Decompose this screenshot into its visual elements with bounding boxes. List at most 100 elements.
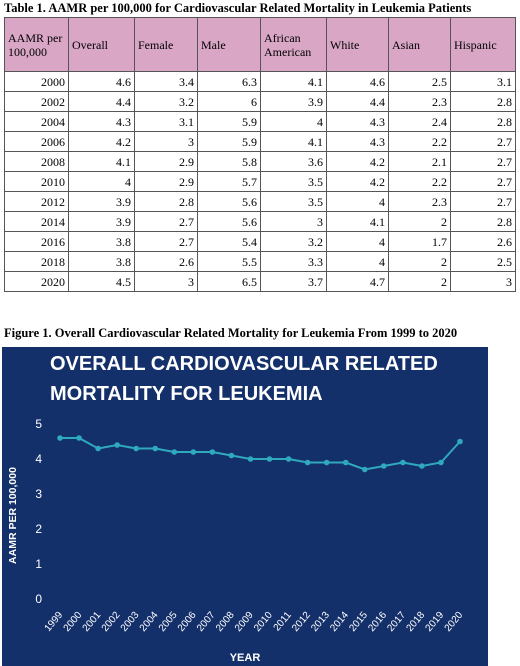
value-cell: 3.6 [260, 151, 327, 172]
data-point-2005 [171, 449, 178, 455]
value-cell: 5.4 [197, 231, 261, 252]
data-point-2000 [76, 435, 82, 441]
value-cell: 4.2 [326, 171, 389, 192]
y-tick-label: 2 [35, 522, 42, 536]
data-point-2004 [152, 445, 159, 452]
table-row: 2002 4.4 3.2 6 3.9 4.4 2.3 2.8 [4, 91, 516, 112]
data-point-2012 [304, 459, 311, 466]
value-cell: 2.7 [134, 231, 198, 252]
table-row: 2020 4.5 3 6.5 3.7 4.7 2 3 [4, 271, 516, 292]
table-row: 2016 3.8 2.7 5.4 3.2 4 1.7 2.6 [4, 231, 516, 252]
column-header: Male [197, 17, 261, 72]
value-cell: 2.5 [388, 71, 451, 92]
table-row: 2008 4.1 2.9 5.8 3.6 4.2 2.1 2.7 [4, 151, 516, 172]
column-header: Hispanic [450, 17, 516, 72]
value-cell: 4.6 [326, 71, 389, 92]
value-cell: 4 [326, 191, 389, 212]
value-cell: 2 [388, 271, 451, 292]
value-cell: 4.2 [326, 151, 389, 172]
value-cell: 5.9 [197, 131, 261, 152]
data-point-2016 [381, 463, 387, 469]
column-header: Asian [388, 17, 451, 72]
table-row: 2004 4.3 3.1 5.9 4 4.3 2.4 2.8 [4, 111, 516, 132]
value-cell: 1.7 [388, 231, 451, 252]
value-cell: 2.9 [134, 171, 198, 192]
value-cell: 2.8 [450, 91, 516, 112]
x-axis-label: YEAR [230, 652, 261, 664]
value-cell: 4.3 [326, 131, 389, 152]
value-cell: 4.5 [68, 271, 135, 292]
value-cell: 3.3 [260, 251, 327, 272]
table-row: 2010 4 2.9 5.7 3.5 4.2 2.2 2.7 [4, 171, 516, 192]
value-cell: 3.8 [68, 231, 135, 252]
value-cell: 4 [260, 111, 327, 132]
value-cell: 2.2 [388, 171, 451, 192]
value-cell: 2.7 [450, 191, 516, 212]
value-cell: 5.9 [197, 111, 261, 132]
value-cell: 3 [260, 211, 327, 232]
data-point-1999 [57, 435, 63, 441]
y-tick-labels: 0 1 2 3 4 5 [35, 417, 42, 606]
value-cell: 4.1 [260, 131, 327, 152]
value-cell: 4 [68, 171, 135, 192]
year-cell: 2018 [4, 251, 69, 272]
value-cell: 3.9 [260, 91, 327, 112]
y-tick-label: 3 [35, 487, 42, 501]
value-cell: 4 [326, 251, 389, 272]
value-cell: 3.9 [68, 191, 135, 212]
value-cell: 4.3 [68, 111, 135, 132]
table-row: 2018 3.8 2.6 5.5 3.3 4 2 2.5 [4, 251, 516, 272]
value-cell: 6 [197, 91, 261, 112]
value-cell: 2.8 [134, 191, 198, 212]
value-cell: 2.7 [450, 131, 516, 152]
value-cell: 2.8 [450, 111, 516, 132]
series-points [57, 435, 463, 473]
y-tick-label: 1 [35, 557, 42, 571]
line-chart: OVERALL CARDIOVASCULAR RELATED MORTALITY… [2, 347, 488, 666]
data-point-2002 [114, 442, 120, 448]
table-row: 2000 4.6 3.4 6.3 4.1 4.6 2.5 3.1 [4, 71, 516, 92]
table-caption: Table 1. AAMR per 100,000 for Cardiovasc… [4, 1, 472, 15]
chart-title-line-1: OVERALL CARDIOVASCULAR RELATED [50, 353, 438, 375]
value-cell: 3.7 [260, 271, 327, 292]
column-header: Female [134, 17, 198, 72]
column-header: African American [260, 17, 327, 72]
value-cell: 2.3 [388, 191, 451, 212]
data-point-2020 [457, 438, 463, 445]
chart-title-line-2: MORTALITY FOR LEUKEMIA [50, 383, 323, 405]
year-cell: 2002 [4, 91, 69, 112]
value-cell: 2.5 [450, 251, 516, 272]
value-cell: 3.8 [68, 251, 135, 272]
chart-background [2, 347, 488, 666]
value-cell: 2.2 [388, 131, 451, 152]
data-point-2007 [209, 449, 216, 455]
value-cell: 4.4 [68, 91, 135, 112]
y-axis-label: AAMR PER 100,000 [7, 467, 19, 564]
value-cell: 2.7 [450, 151, 516, 172]
year-cell: 2010 [4, 171, 69, 192]
value-cell: 4.6 [68, 71, 135, 92]
value-cell: 4.4 [326, 91, 389, 112]
column-header: Overall [68, 17, 135, 72]
table-row: 2014 3.9 2.7 5.6 3 4.1 2 2.8 [4, 211, 516, 232]
value-cell: 6.3 [197, 71, 261, 92]
value-cell: 5.5 [197, 251, 261, 272]
value-cell: 6.5 [197, 271, 261, 292]
figure-caption: Figure 1. Overall Cardiovascular Related… [4, 326, 458, 340]
value-cell: 2.4 [388, 111, 451, 132]
value-cell: 3.4 [134, 71, 198, 92]
y-tick-label: 4 [35, 452, 42, 466]
value-cell: 2.7 [450, 171, 516, 192]
year-cell: 2020 [4, 271, 69, 292]
table-row: 2012 3.9 2.8 5.6 3.5 4 2.3 2.7 [4, 191, 516, 212]
column-header: AAMR per 100,000 [4, 17, 69, 72]
data-point-2018 [419, 463, 425, 469]
value-cell: 2.6 [450, 231, 516, 252]
value-cell: 3.5 [260, 171, 327, 192]
table-header-row: AAMR per 100,000 Overall Female Male African… [4, 17, 516, 72]
year-cell: 2008 [4, 151, 69, 172]
value-cell: 3 [134, 131, 198, 152]
column-header: White [326, 17, 389, 72]
value-cell: 2.9 [134, 151, 198, 172]
data-point-2010 [266, 456, 273, 462]
